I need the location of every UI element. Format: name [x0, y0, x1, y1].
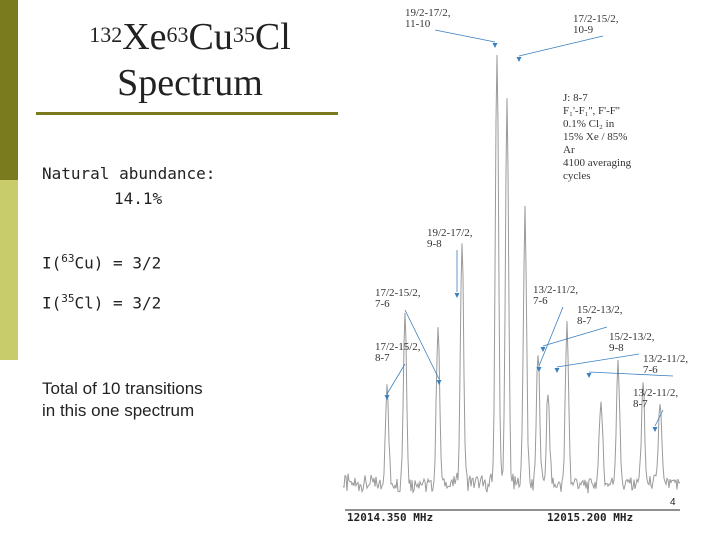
spin-cu-mass: 63 [61, 252, 75, 265]
annotation-arrowhead [586, 373, 592, 378]
spin-cu-prefix: I( [42, 253, 62, 273]
annotation-2: 17/2-15/2,10-9 [516, 13, 619, 62]
annotation-arrowhead [436, 380, 442, 385]
annotation-8: 17/2-15/2,8-7 [375, 341, 421, 400]
spin-cu: I(63Cu) = 3/2 [42, 252, 161, 272]
annotation-label-line1: 15/2-13/2, [577, 304, 623, 316]
abundance-label: Natural abundance: [42, 164, 216, 183]
annotation-label-line1: 19/2-17/2, [427, 227, 473, 239]
title-underline [36, 112, 338, 115]
annotation-label-line1: 17/2-15/2, [375, 287, 421, 299]
title-mass-3: 35 [232, 22, 255, 47]
annotation-leader-line [538, 306, 564, 367]
transitions-note: Total of 10 transitions in this one spec… [42, 378, 203, 422]
annotation-label-line1: 17/2-15/2, [573, 13, 619, 25]
annotation-label-line1: 15/2-13/2, [609, 331, 655, 343]
annotation-leader-line [654, 409, 664, 427]
note-line-2: in this one spectrum [42, 401, 195, 420]
legend-block: J: 8-7 F₁'-F₁'', F'-F'' 0.1% Cl₂ in 15% … [563, 92, 632, 182]
legend-line-1: J: 8-7 [563, 92, 588, 104]
legend-line-3: 0.1% Cl₂ in [563, 118, 615, 130]
annotation-label-line2: 7-6 [533, 295, 548, 307]
annotation-leader-line [556, 353, 640, 368]
note-line-1: Total of 10 transitions [42, 379, 203, 398]
left-accent-bar-light [0, 180, 18, 360]
annotation-arrowhead [384, 395, 390, 400]
abundance-value: 14.1% [114, 189, 163, 208]
annotation-label-line2: 7-6 [643, 364, 658, 376]
title-element-1: Xe [122, 16, 167, 58]
legend-line-6: 4100 averaging [563, 157, 632, 169]
annotation-label-line2: 7-6 [375, 298, 390, 310]
annotation-arrowhead [540, 347, 546, 352]
annotation-label-line1: 17/2-15/2, [375, 341, 421, 353]
annotation-leader-line [386, 363, 406, 395]
annotation-arrowhead [454, 293, 460, 298]
annotation-arrowhead [516, 57, 522, 62]
annotation-label-line1: 13/2-11/2, [533, 284, 578, 296]
title-mass-1: 132 [89, 22, 123, 47]
annotation-arrowhead [652, 427, 658, 432]
spin-cl: I(35Cl) = 3/2 [42, 292, 161, 312]
title-mass-2: 63 [166, 22, 189, 47]
legend-line-2: F₁'-F₁'', F'-F'' [563, 105, 620, 117]
title-line-2: Spectrum [117, 62, 263, 104]
annotation-label-line2: 9-8 [427, 238, 442, 250]
annotation-arrowhead [536, 367, 542, 372]
annotation-label-line1: 13/2-11/2, [643, 353, 688, 365]
title-element-2: Cu [188, 16, 233, 58]
title-element-3: Cl [254, 16, 291, 58]
annotation-group: 19/2-17/2,11-10 17/2-15/2,10-919/2-17/2,9… [375, 7, 688, 432]
annotation-6: 15/2-13/2,8-7 [540, 304, 623, 352]
x-tick-label-right: 12015.200 MHz [547, 511, 633, 524]
legend-line-4: 15% Xe / 85% [563, 131, 627, 143]
slide-title: 132Xe63Cu35Cl Spectrum [40, 14, 340, 106]
annotation-leader-line [434, 29, 496, 43]
spectrum-trace-group [342, 54, 681, 494]
page-number: 4 [670, 497, 676, 508]
annotation-arrowhead [554, 368, 560, 373]
annotation-7: 15/2-13/2,9-8 [554, 331, 655, 373]
annotation-leader-line [542, 326, 608, 347]
annotation-label-line2: 8-7 [577, 315, 592, 327]
annotation-label-line1: 13/2-11/2, [633, 387, 678, 399]
spin-cu-rest: Cu) = 3/2 [74, 253, 162, 273]
annotation-9: 13/2-11/2,7-6 [586, 353, 688, 378]
annotation-3: 19/2-17/2,9-8 [427, 227, 473, 298]
legend-line-7: cycles [563, 170, 590, 182]
x-tick-label-left: 12014.350 MHz [347, 511, 433, 524]
annotation-5: 13/2-11/2,7-6 [533, 284, 578, 372]
annotation-label-line2: 8-7 [633, 398, 648, 410]
legend-line-5: Ar [563, 144, 575, 156]
annotation-label-line2: 9-8 [609, 342, 624, 354]
annotation-leader-line [588, 371, 674, 377]
annotation-leader-line [518, 35, 604, 57]
annotation-leader-line [404, 309, 440, 380]
annotation-label-line2: 11-10 [405, 18, 431, 30]
annotation-arrowhead [492, 43, 498, 48]
annotation-4: 17/2-15/2,7-6 [375, 287, 442, 385]
spectrum-trace [342, 54, 681, 494]
annotation-1: 19/2-17/2,11-10 [405, 7, 498, 48]
annotation-label-line2: 10-9 [573, 24, 594, 36]
annotation-label-line2: 8-7 [375, 352, 390, 364]
spin-cl-mass: 35 [61, 292, 75, 305]
spectrum-chart: 12014.350 MHz 12015.200 MHz J: 8-7 F₁'-F… [342, 7, 688, 524]
annotation-label-line1: 19/2-17/2, [405, 7, 451, 19]
spin-cl-rest: Cl) = 3/2 [74, 293, 162, 313]
annotation-10: 13/2-11/2,8-7 [633, 387, 678, 432]
spin-cl-prefix: I( [42, 293, 62, 313]
left-accent-bar-dark [0, 0, 18, 180]
